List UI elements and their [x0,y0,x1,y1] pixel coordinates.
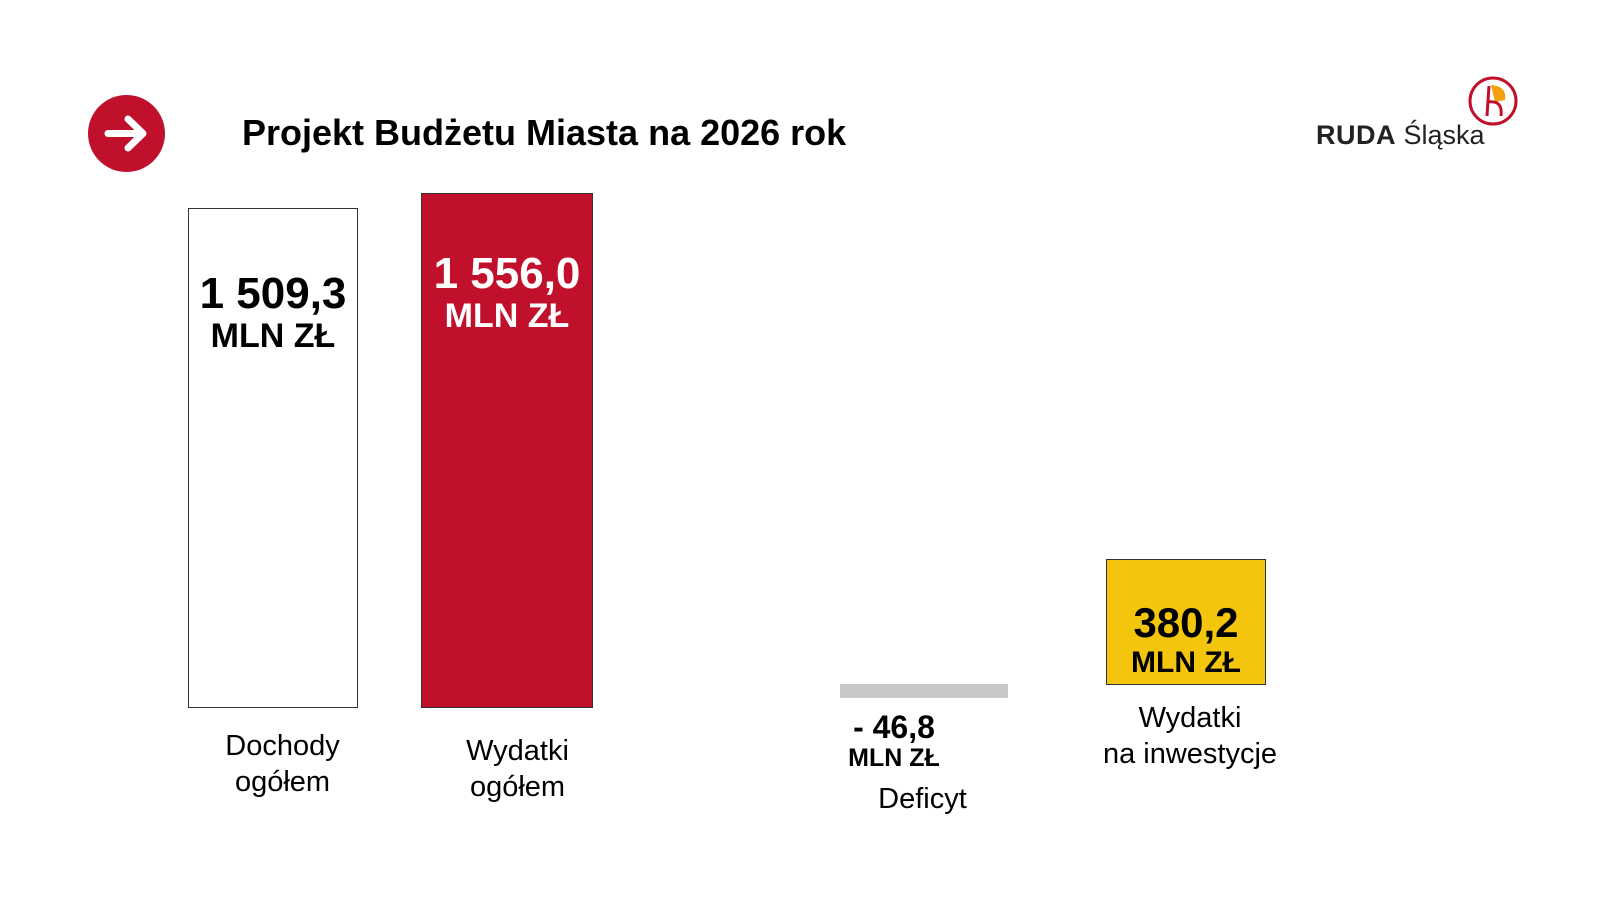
bar-0 [188,208,358,708]
value-number: 380,2 [1133,599,1239,646]
category-label-line: Dochody [225,730,340,762]
category-label-line: ogółem [469,771,566,803]
category-label: Deficyt [830,781,1015,817]
category-label: Dochody ogółem [190,728,375,800]
category-label-line: Deficyt [878,783,967,815]
value-unit: MLN ZŁ [848,744,940,773]
value-unit: MLN ZŁ [210,317,336,356]
logo-bold: RUDA [1316,120,1396,150]
page-title: Projekt Budżetu Miasta na 2026 rok [242,112,847,153]
logo: RUDA Śląska [1316,120,1485,151]
category-label-line: na inwestycje [1102,738,1278,770]
data-label: 1 509,3 MLN ZŁ [178,269,368,356]
data-label: 380,2 MLN ZŁ [1096,599,1276,680]
value-number: 1 556,0 [433,249,581,298]
bar-3 [1106,559,1266,685]
bar-2 [840,684,1008,698]
category-label-line: ogółem [234,766,331,798]
category-label-line: Wydatki [1138,702,1242,734]
value-unit: MLN ZŁ [444,297,570,336]
category-label: Wydatki na inwestycje [1090,700,1290,772]
value-number: - 46,8 [853,709,935,745]
ruda-slaska-logo-icon [1467,76,1519,133]
logo-light: Śląska [1403,120,1485,150]
data-label: - 46,8 MLN ZŁ [800,709,988,773]
value-unit: MLN ZŁ [1131,646,1241,680]
arrow-right-icon [88,95,165,172]
bar-1 [421,192,593,708]
data-label: 1 556,0 MLN ZŁ [411,249,603,336]
category-label-line: Wydatki [466,735,569,767]
category-label: Wydatki ogółem [420,733,615,805]
value-number: 1 509,3 [199,269,347,318]
